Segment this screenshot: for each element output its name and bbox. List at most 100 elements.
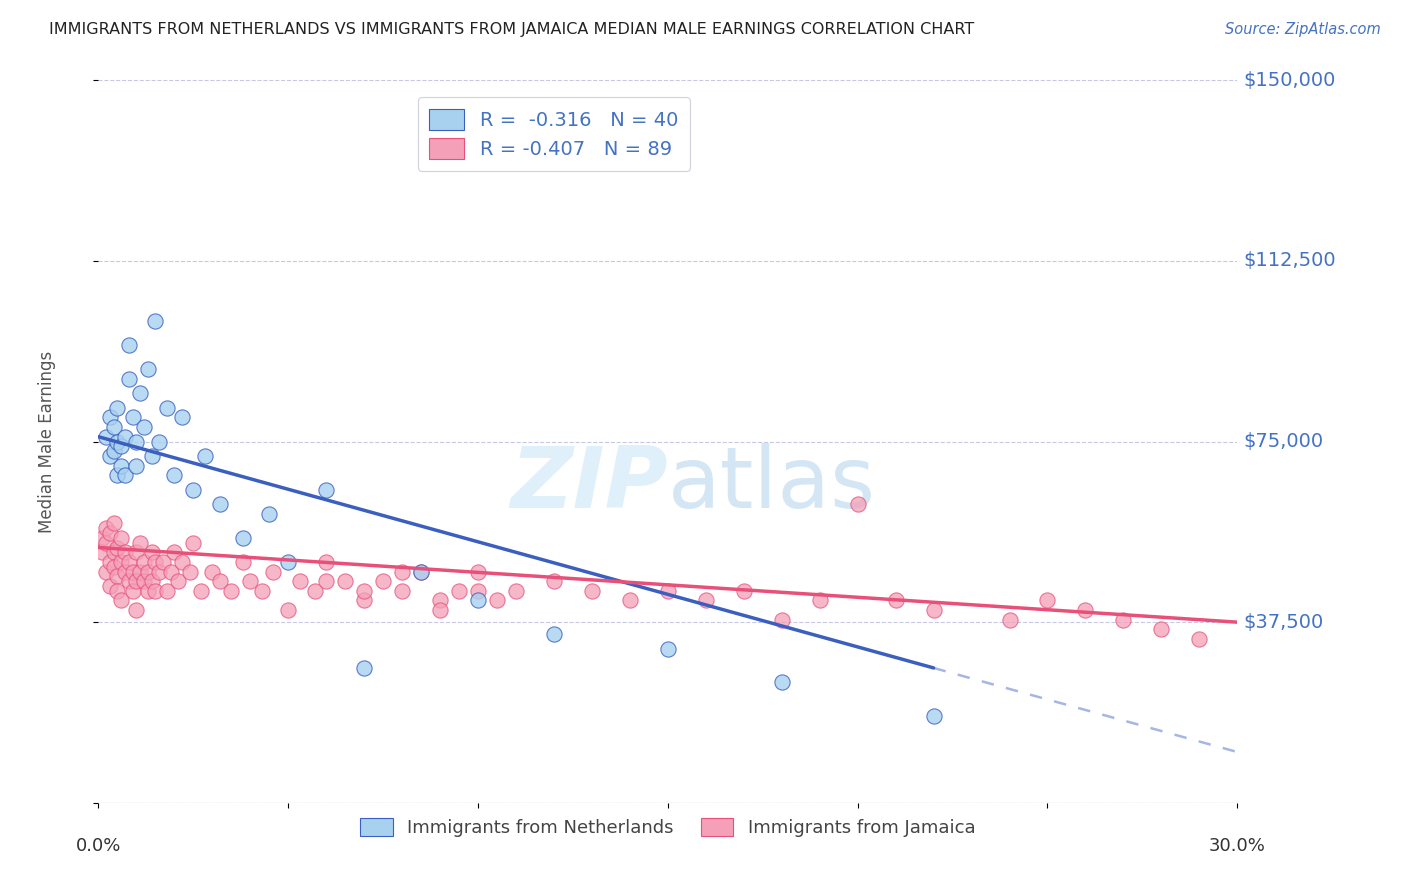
Text: Source: ZipAtlas.com: Source: ZipAtlas.com (1225, 22, 1381, 37)
Point (884, 593, 907, 607)
Point (183, 535, 205, 549)
Point (239, 574, 262, 589)
Point (371, 574, 394, 589)
Point (505, 583, 527, 598)
Point (657, 583, 679, 598)
Point (208, 497, 231, 511)
Point (132, 555, 155, 569)
Point (232, 555, 254, 569)
Point (581, 583, 603, 598)
Point (1074, 603, 1097, 617)
Point (391, 565, 413, 579)
Point (467, 565, 489, 579)
Point (486, 593, 509, 607)
Point (132, 574, 155, 589)
Text: ZIP: ZIP (510, 443, 668, 526)
Point (315, 555, 337, 569)
Point (1036, 593, 1059, 607)
Point (429, 603, 451, 617)
Point (118, 338, 141, 352)
Point (221, 583, 243, 598)
Point (107, 401, 129, 415)
Point (922, 603, 945, 617)
Point (94, 535, 117, 549)
Point (315, 574, 337, 589)
Point (103, 516, 125, 531)
Point (163, 468, 186, 483)
Point (103, 545, 125, 559)
Point (922, 709, 945, 723)
Text: IMMIGRANTS FROM NETHERLANDS VS IMMIGRANTS FROM JAMAICA MEDIAN MALE EARNINGS CORR: IMMIGRANTS FROM NETHERLANDS VS IMMIGRANT… (49, 22, 974, 37)
Point (163, 545, 186, 559)
Point (118, 372, 141, 386)
Point (94, 521, 117, 535)
Point (110, 458, 132, 473)
Point (411, 565, 433, 579)
Point (98, 579, 121, 593)
Point (107, 468, 129, 483)
Text: 0.0%: 0.0% (76, 837, 121, 855)
Point (121, 565, 143, 579)
Point (808, 593, 831, 607)
Point (201, 565, 224, 579)
Point (148, 565, 170, 579)
Point (148, 434, 170, 449)
Point (194, 449, 217, 463)
Point (695, 593, 717, 607)
Point (1150, 623, 1173, 637)
Point (132, 420, 155, 434)
Point (98, 555, 121, 569)
Point (91, 545, 114, 559)
Point (110, 439, 132, 453)
Point (125, 458, 148, 473)
Point (543, 627, 565, 641)
Text: $150,000: $150,000 (1243, 70, 1336, 90)
Point (107, 434, 129, 449)
Point (846, 497, 869, 511)
Point (110, 555, 132, 569)
Point (129, 386, 152, 401)
Point (156, 401, 179, 415)
Point (107, 569, 129, 583)
Point (103, 420, 125, 434)
Point (467, 593, 489, 607)
Point (208, 574, 231, 589)
Point (136, 565, 159, 579)
Text: $112,500: $112,500 (1243, 252, 1336, 270)
Point (232, 531, 254, 545)
Point (136, 362, 159, 376)
Point (183, 483, 205, 497)
Point (1188, 632, 1211, 646)
Point (110, 531, 132, 545)
Point (114, 468, 136, 483)
Point (190, 583, 212, 598)
Point (170, 410, 193, 425)
Point (125, 545, 148, 559)
Point (998, 613, 1021, 627)
Point (657, 641, 679, 656)
Point (277, 603, 299, 617)
Point (145, 555, 167, 569)
Point (391, 583, 413, 598)
Point (159, 565, 181, 579)
Text: atlas: atlas (668, 443, 876, 526)
Point (114, 545, 136, 559)
Point (353, 661, 375, 675)
Point (179, 565, 201, 579)
Point (449, 583, 471, 598)
Point (353, 593, 375, 607)
Point (103, 444, 125, 458)
Point (1112, 613, 1135, 627)
Point (733, 583, 755, 598)
Point (98, 410, 121, 425)
Point (141, 574, 163, 589)
Point (145, 583, 167, 598)
Point (121, 410, 143, 425)
Point (288, 574, 311, 589)
Point (98, 449, 121, 463)
Point (114, 565, 136, 579)
Point (125, 434, 148, 449)
Point (136, 583, 159, 598)
Point (107, 583, 129, 598)
Point (429, 593, 451, 607)
